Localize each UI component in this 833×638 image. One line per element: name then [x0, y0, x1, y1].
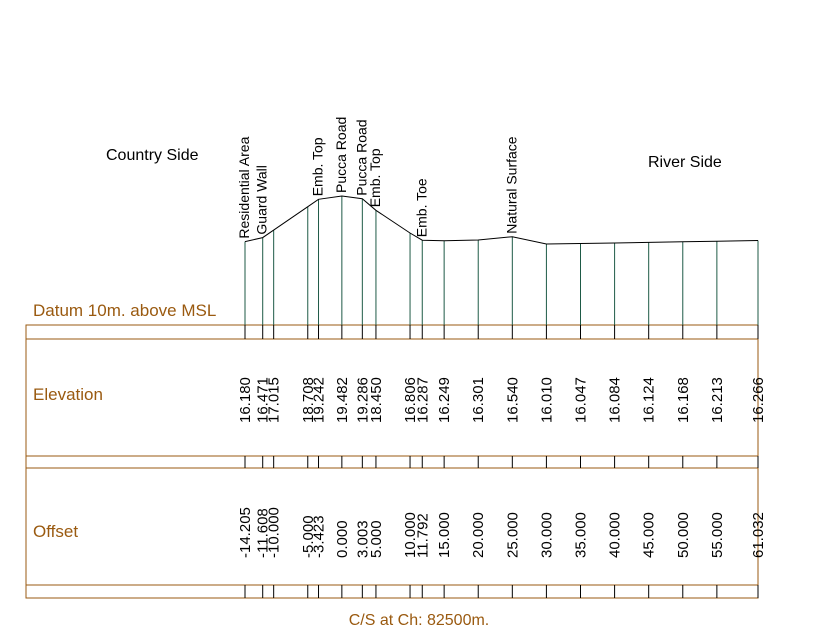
elevation-value: 16.249 — [436, 377, 453, 423]
elevation-value: 16.124 — [641, 377, 658, 423]
offset-value: 55.000 — [709, 512, 726, 558]
offset-value: -11.608 — [255, 508, 272, 558]
offset-value: 10.000 — [402, 512, 419, 558]
elevation-value: 16.806 — [402, 377, 419, 423]
offset-values: -14.205 -11.608-10.000 -5.000-3.423 0.000 3.… — [237, 507, 767, 558]
offset-value: -14.205 — [237, 507, 254, 558]
elevation-value: 16.010 — [538, 377, 555, 423]
offset-value: -3.423 — [311, 515, 328, 558]
drop-lines — [244, 196, 759, 325]
elevation-value: 17.015 — [266, 377, 283, 423]
river-side-label: River Side — [648, 154, 722, 171]
elevation-value: 16.540 — [504, 377, 521, 423]
offset-value: 40.000 — [607, 512, 624, 558]
section-caption: C/S at Ch: 82500m. — [349, 612, 490, 629]
elevation-value: 19.482 — [334, 377, 351, 423]
elevation-value: 19.242 — [311, 377, 328, 423]
offset-value: 11.792 — [414, 513, 431, 558]
feature-label: Pucca Road — [333, 117, 349, 193]
offset-row-label: Offset — [33, 522, 78, 541]
offset-value: 45.000 — [641, 512, 658, 558]
datum-label: Datum 10m. above MSL — [33, 301, 216, 320]
offset-value: 25.000 — [504, 512, 521, 558]
elevation-value: 19.286 — [354, 377, 371, 423]
elevation-value: 16.266 — [750, 377, 767, 423]
feature-label: Emb. Top — [310, 137, 326, 196]
feature-labels: Residential Area Guard Wall Emb. Top Pucca … — [236, 117, 519, 239]
elevation-value: 18.708 — [300, 377, 317, 423]
ground-profile-line — [244, 195, 759, 245]
elevation-value: 16.180 — [237, 377, 254, 423]
elevation-value: 18.450 — [368, 377, 385, 423]
band-ticks — [244, 325, 759, 598]
feature-label: Natural Surface — [503, 136, 519, 233]
country-side-label: Country Side — [106, 147, 199, 164]
feature-label: Emb. Top — [367, 148, 383, 207]
feature-label: Pucca Road — [353, 119, 369, 195]
offset-value: -10.000 — [266, 507, 283, 558]
feature-label: Guard Wall — [254, 165, 270, 235]
elevation-value: 16.301 — [470, 377, 487, 423]
offset-value: 50.000 — [675, 512, 692, 558]
feature-label: Residential Area — [236, 136, 252, 238]
elevation-row-label: Elevation — [33, 385, 103, 404]
offset-value: 5.000 — [368, 520, 385, 558]
elevation-value: 16.084 — [607, 377, 624, 423]
offset-value: 61.032 — [750, 512, 767, 558]
elevation-value: 16.213 — [709, 377, 726, 423]
offset-value: 15.000 — [436, 512, 453, 558]
offset-value: 30.000 — [538, 512, 555, 558]
offset-value: 0.000 — [334, 520, 351, 558]
offset-value: 3.003 — [354, 520, 371, 558]
offset-value: 20.000 — [470, 512, 487, 558]
elevation-value: 16.047 — [573, 377, 590, 423]
feature-label: Emb. Toe — [413, 178, 429, 237]
elevation-value: 16.287 — [414, 377, 431, 423]
offset-value: 35.000 — [573, 512, 590, 558]
elevation-value: 16.168 — [675, 377, 692, 423]
elevation-value: 16.471 — [255, 377, 272, 423]
offset-value: -5.000 — [300, 515, 317, 558]
